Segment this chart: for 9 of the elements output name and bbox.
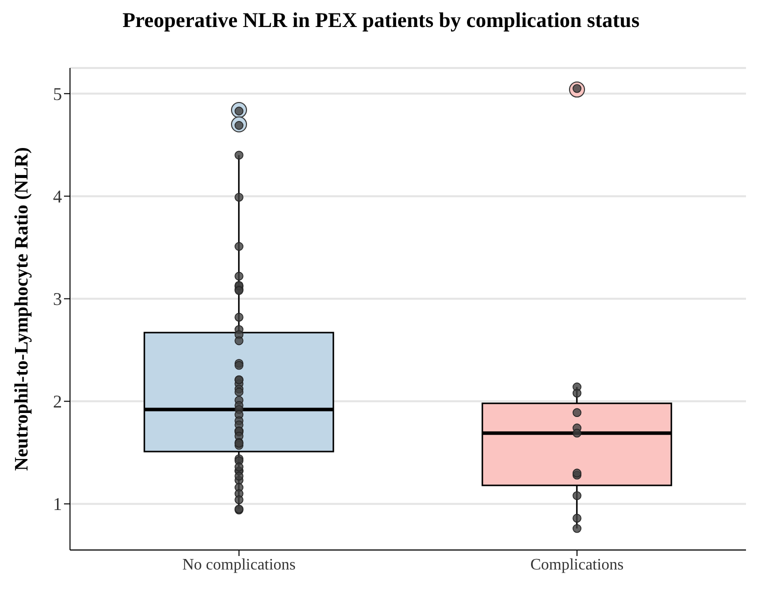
y-tick-label: 5 [53, 84, 62, 104]
x-tick-label: No complications [182, 556, 296, 574]
x-tick-label: Complications [530, 556, 624, 574]
y-tick-label: 3 [53, 289, 62, 310]
y-tick-label: 1 [53, 494, 62, 514]
y-tick-label: 4 [53, 186, 62, 207]
chart-title: Preoperative NLR in PEX patients by complication status [121, 8, 640, 34]
y-axis-title: Neutrophil-to-Lymphocyte Ratio (NLR) [12, 147, 33, 471]
y-tick-label: 2 [53, 392, 62, 412]
